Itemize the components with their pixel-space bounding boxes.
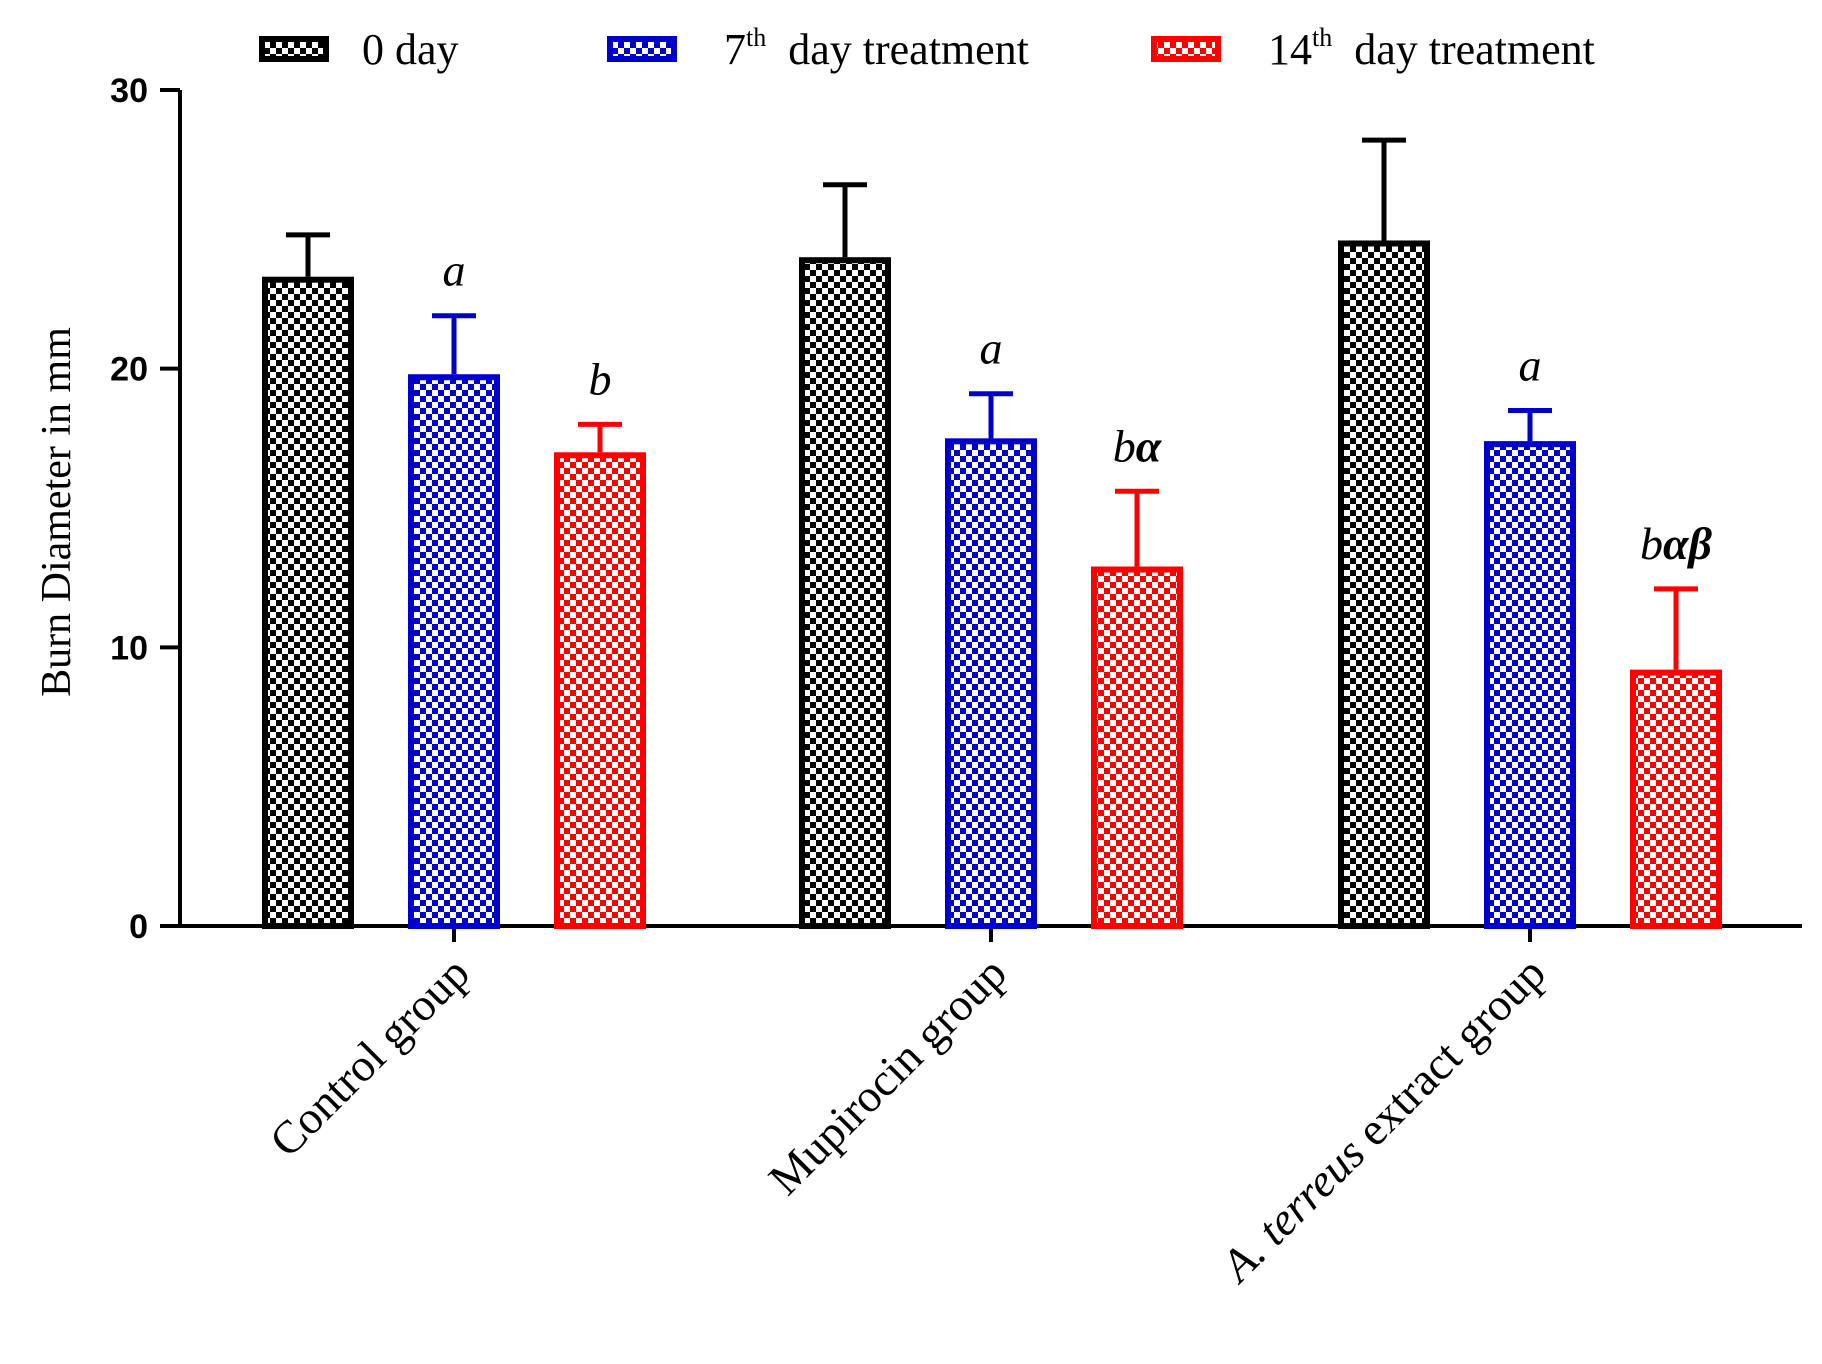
- sig-label-2-2: bαβ: [1640, 518, 1712, 569]
- y-tick-label-30: 30: [110, 72, 148, 110]
- bar-1-0: [408, 374, 500, 929]
- y-tick-label-20: 20: [110, 351, 148, 389]
- legend: 0 day 7th day treatment 14th day treatme…: [259, 23, 1595, 74]
- bar-1-2: [1484, 441, 1576, 929]
- y-tick-label-10: 10: [110, 629, 148, 667]
- legend-label-14th-day: 14th day treatment: [1268, 23, 1595, 74]
- y-axis-label: Burn Diameter in mm: [34, 327, 80, 697]
- sig-label-1-0: a: [443, 245, 466, 296]
- legend-label-7th-day: 7th day treatment: [724, 23, 1029, 74]
- legend-swatch-14th-day: [1151, 36, 1221, 62]
- bar-2-2: [1630, 669, 1722, 929]
- legend-item-0-day: 0 day: [259, 25, 459, 74]
- bar-1-1: [945, 438, 1037, 929]
- legend-swatch-0-day: [259, 36, 329, 62]
- legend-item-14th-day: 14th day treatment: [1151, 23, 1595, 74]
- x-category-label-0: Control group: [260, 947, 479, 1166]
- legend-item-7th-day: 7th day treatment: [607, 23, 1029, 74]
- bar-2-0: [554, 452, 646, 929]
- x-category-labels: Control group Mupirocin group A. terreus e…: [260, 947, 1555, 1293]
- bar-0-1: [799, 257, 891, 929]
- bar-0-2: [1338, 240, 1430, 930]
- sig-label-2-1: bα: [1113, 420, 1163, 471]
- bar-2-1: [1091, 566, 1183, 930]
- sig-label-2-0: b: [589, 353, 612, 404]
- legend-label-0-day: 0 day: [362, 25, 459, 74]
- y-tick-label-0: 0: [129, 908, 148, 946]
- error-bars: [286, 137, 1698, 670]
- x-category-label-1: Mupirocin group: [759, 947, 1016, 1204]
- sig-label-1-1: a: [980, 323, 1003, 374]
- legend-swatch-7th-day: [607, 36, 677, 62]
- bar-0-0: [262, 276, 354, 929]
- significance-labels: a a a b bα bαβ: [443, 245, 1713, 569]
- x-category-label-2: A. terreus extract group: [1209, 947, 1555, 1293]
- bars: [262, 240, 1722, 930]
- sig-label-1-2: a: [1519, 339, 1542, 390]
